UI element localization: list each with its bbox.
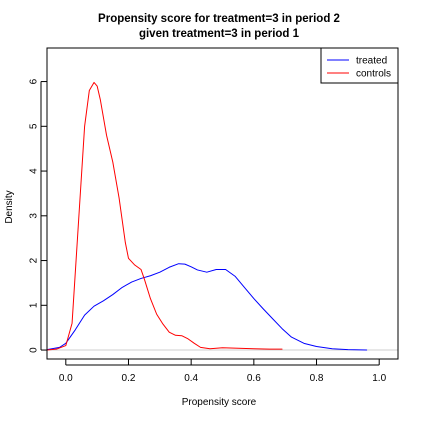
- chart-title-line-1: Propensity score for treatment=3 in peri…: [98, 13, 340, 25]
- legend-label-controls: controls: [356, 69, 391, 80]
- axes: 0.0 0.2 0.4 0.6 0.8 1.0 0 1 2 3 4 5 6: [29, 47, 399, 384]
- y-tick-label-1: 1: [29, 302, 40, 308]
- legend-box: [320, 47, 399, 84]
- plot-area: [46, 81, 398, 351]
- y-tick-label-5: 5: [29, 123, 40, 129]
- x-tick-label-0.8: 0.8: [310, 373, 324, 384]
- y-tick-label-0: 0: [29, 347, 40, 353]
- x-tick-label-0.0: 0.0: [59, 373, 73, 384]
- y-tick-label-4: 4: [29, 168, 40, 174]
- x-tick-label-0.4: 0.4: [184, 373, 198, 384]
- x-tick-label-1.0: 1.0: [372, 373, 386, 384]
- x-tick-label-0.2: 0.2: [122, 373, 136, 384]
- x-tick-label-0.6: 0.6: [247, 373, 261, 384]
- legend-label-treated: treated: [356, 56, 387, 67]
- x-axis-label: Propensity score: [182, 397, 257, 408]
- y-tick-label-3: 3: [29, 213, 40, 219]
- series-line-treated: [46, 263, 368, 351]
- plot-frame: [46, 47, 399, 360]
- series-line-controls: [46, 81, 283, 351]
- y-tick-label-2: 2: [29, 257, 40, 263]
- chart-title-line-2: given treatment=3 in period 1: [139, 28, 300, 40]
- y-tick-label-6: 6: [29, 78, 40, 84]
- legend: treated controls: [320, 47, 399, 84]
- y-axis-label: Density: [4, 190, 15, 223]
